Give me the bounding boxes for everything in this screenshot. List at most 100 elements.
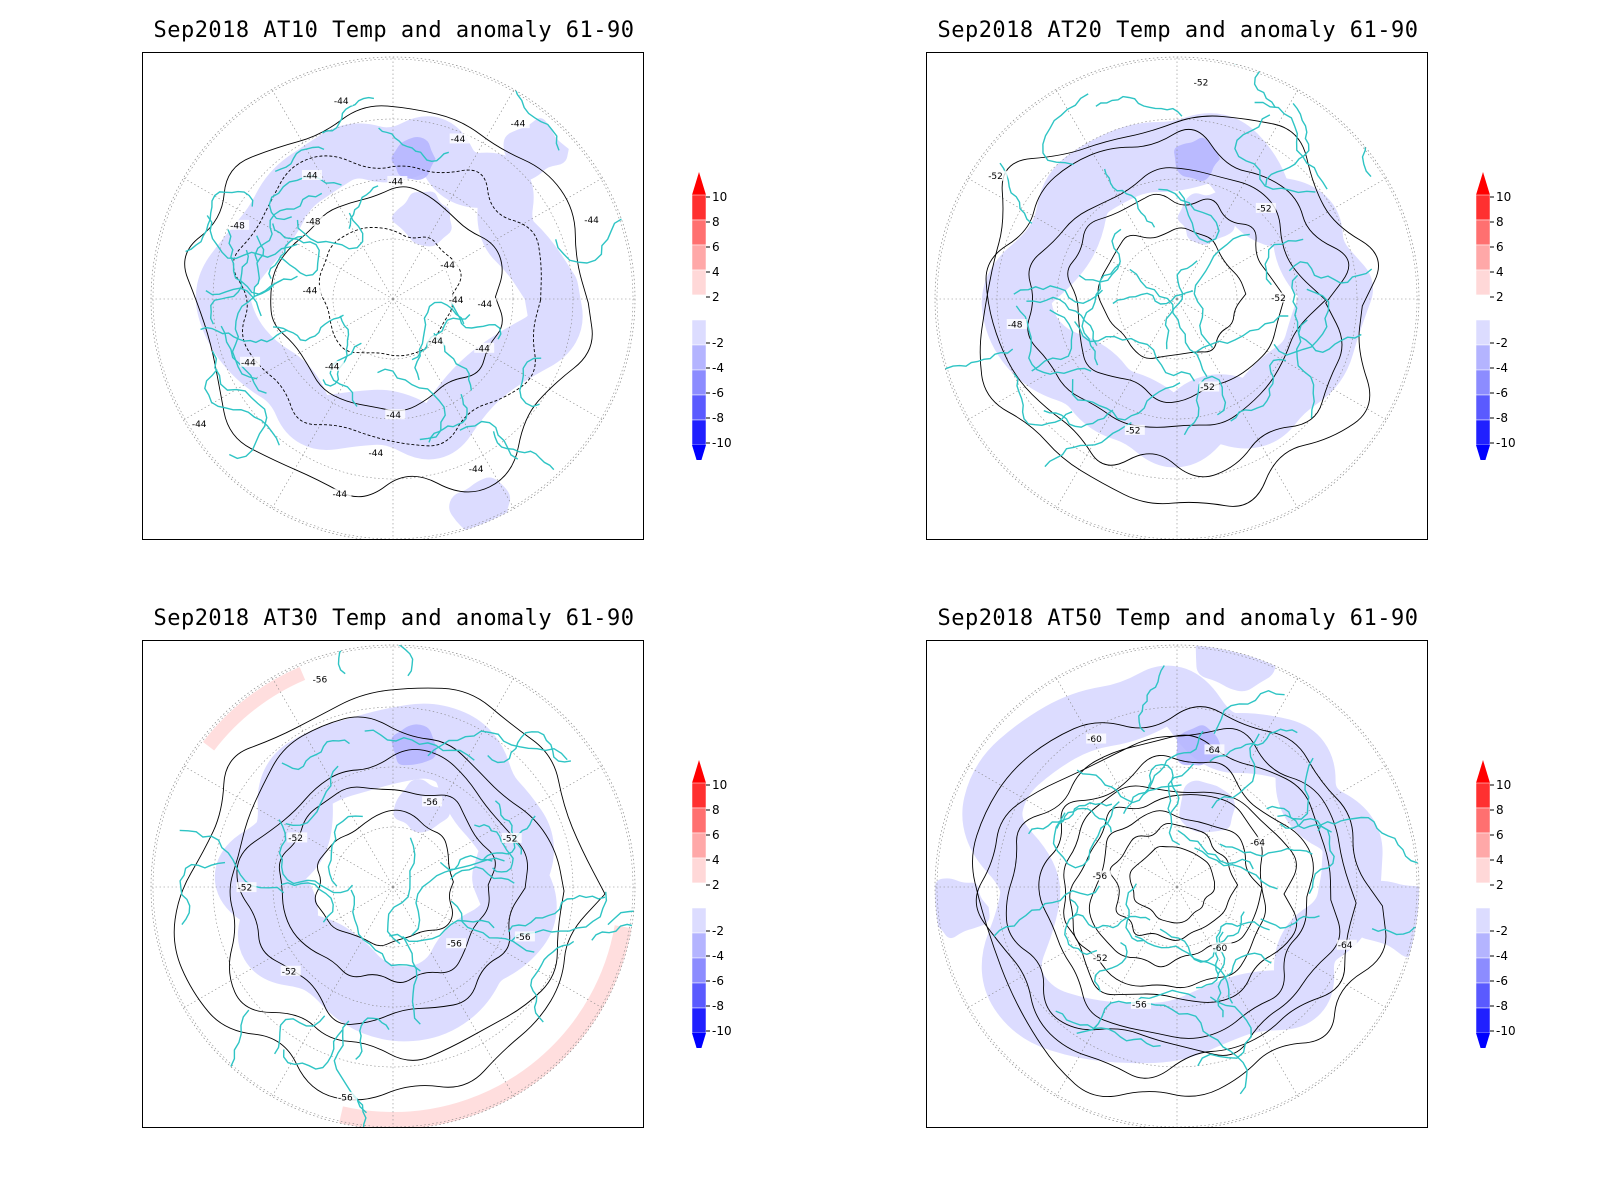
panel-title: Sep2018 AT30 Temp and anomaly 61-90 <box>153 606 635 631</box>
contour-label: -56 <box>313 675 328 685</box>
contour-label: -44 <box>303 171 318 181</box>
coastline <box>272 223 320 277</box>
contour-label: -44 <box>332 490 347 500</box>
coastline <box>1177 830 1254 870</box>
colorbar-label: 8 <box>712 803 720 817</box>
contour-label: -44 <box>241 358 256 368</box>
colorbar-label: -8 <box>1496 999 1508 1013</box>
temperature-contour <box>1109 823 1239 941</box>
coastline <box>935 344 1014 372</box>
coastline <box>1103 168 1156 228</box>
colorbar-label: 8 <box>712 215 720 229</box>
contour-label: -56 <box>447 940 462 950</box>
coastline <box>1076 989 1196 1034</box>
colorbar-label: -6 <box>712 386 724 400</box>
contour-label: -52 <box>288 834 303 844</box>
meridian-line <box>271 677 394 888</box>
meridian-line <box>271 886 394 1097</box>
colorbar-swatch <box>691 419 707 446</box>
temperature-contour <box>236 748 528 1025</box>
coastline <box>322 315 350 387</box>
contour-label: -44 <box>334 97 349 107</box>
colorbar-label: 10 <box>712 778 727 792</box>
colorbar-swatch <box>1475 194 1491 221</box>
contour-label: -52 <box>1271 294 1286 304</box>
coastline <box>1317 816 1418 864</box>
colorbar-label: -10 <box>712 436 732 450</box>
colorbar-label: 4 <box>712 853 720 867</box>
colorbar-label: 2 <box>1496 878 1504 892</box>
coastline <box>227 229 298 295</box>
meridian-line <box>392 177 603 300</box>
meridian-line <box>392 677 515 888</box>
coastline <box>204 368 280 446</box>
coastline <box>1194 847 1278 890</box>
colorbar-swatch <box>1475 1007 1491 1034</box>
coastline <box>350 889 421 972</box>
colorbar-swatch <box>691 782 707 809</box>
colorbar-swatch <box>691 807 707 834</box>
coastline <box>327 815 363 887</box>
coastline <box>1273 288 1330 356</box>
coastline <box>274 146 325 173</box>
coastline <box>329 342 362 407</box>
coastline <box>1028 802 1113 835</box>
coastline <box>402 919 495 942</box>
coastline <box>427 730 568 761</box>
meridian-line <box>1055 677 1178 888</box>
colorbar-swatch <box>1475 394 1491 421</box>
cool-anomaly-core <box>391 724 437 766</box>
coastline <box>278 819 354 894</box>
meridian-line <box>1055 298 1178 509</box>
temperature-contour <box>270 186 503 412</box>
coastline <box>205 287 262 317</box>
coastline <box>1072 913 1151 929</box>
coastline <box>280 882 334 923</box>
coastline <box>355 1017 390 1060</box>
contour-label: -44 <box>469 465 484 475</box>
meridian-line <box>1176 677 1299 888</box>
coastline <box>411 314 471 361</box>
coastline <box>1158 188 1220 243</box>
map-limb <box>150 56 636 539</box>
coastline <box>1291 274 1362 354</box>
colorbar-label: -10 <box>1496 1024 1516 1038</box>
contour-label: -44 <box>325 362 340 372</box>
coastline <box>209 249 250 325</box>
coastline <box>1167 763 1195 846</box>
contour-label: -44 <box>303 287 318 297</box>
coastline <box>1122 730 1204 815</box>
coastline <box>1093 942 1128 993</box>
coastline <box>1209 728 1298 762</box>
meridian-line <box>967 177 1178 300</box>
contour-label: -52 <box>237 884 252 894</box>
meridian-line <box>1176 89 1299 300</box>
coastline <box>179 861 226 926</box>
coastline <box>354 645 414 677</box>
colorbar-arrow-top <box>692 172 706 195</box>
coastline <box>494 800 523 855</box>
colorbar-label: -8 <box>712 999 724 1013</box>
coastline <box>492 431 555 471</box>
colorbar-swatch <box>691 882 707 909</box>
polar-map: -44 -44 -44 -44 -44 -44 -44 -44 -44 -44 -44 -48 -48 -… <box>142 52 644 540</box>
coastline <box>1195 315 1289 353</box>
coastline <box>1215 921 1270 975</box>
colorbar-svg: 10 8 6 4 2 -2 -4 -6 -8 -10 <box>1475 172 1516 460</box>
panel-at30: Sep2018 AT30 Temp and anomaly 61-90 -56 -… <box>134 588 654 1128</box>
temperature-contour <box>1129 846 1216 924</box>
temperature-contour <box>314 809 454 947</box>
coastline <box>1056 807 1112 833</box>
colorbar-swatch <box>1475 782 1491 809</box>
colorbar-swatch <box>1475 319 1491 346</box>
colorbar-label: 4 <box>712 265 720 279</box>
coastline <box>1013 285 1103 305</box>
contour-label: -52 <box>1126 426 1141 436</box>
contour-label: -56 <box>338 1093 353 1103</box>
contour-label: -56 <box>1092 872 1107 882</box>
panel-title: Sep2018 AT10 Temp and anomaly 61-90 <box>153 18 635 43</box>
colorbar-label: 8 <box>1496 215 1504 229</box>
coastline <box>487 731 572 764</box>
cool-anomaly-patch <box>391 191 452 247</box>
colorbar-label: -2 <box>712 924 724 938</box>
